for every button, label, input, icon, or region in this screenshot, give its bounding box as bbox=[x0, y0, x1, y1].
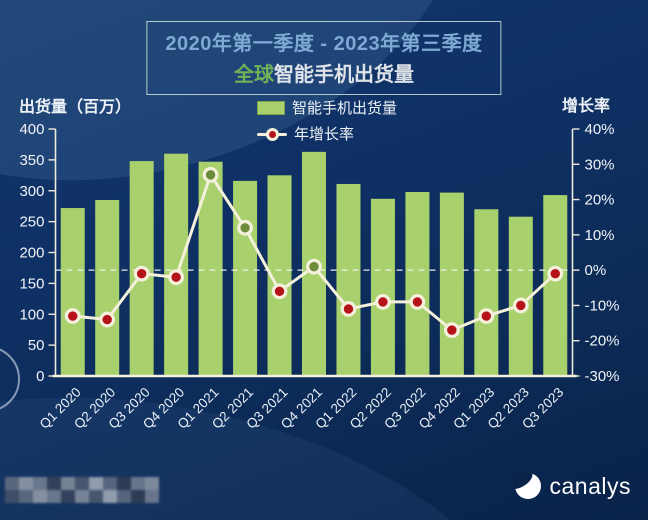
right-axis-tick-label: 0% bbox=[585, 262, 607, 279]
left-axis-title: 出货量（百万） bbox=[19, 99, 132, 116]
growth-dot-q3-2023 bbox=[547, 265, 564, 282]
legend-bar-swatch bbox=[257, 100, 285, 115]
left-axis-tick-label: 100 bbox=[19, 306, 44, 323]
growth-dot-q4-2021 bbox=[306, 258, 322, 275]
canalys-logo: canalys bbox=[513, 472, 631, 500]
left-axis-tick-label: 50 bbox=[28, 337, 45, 354]
bar-q1-2022 bbox=[336, 183, 361, 376]
growth-dot-q1-2023 bbox=[478, 308, 495, 324]
growth-dot-q3-2020 bbox=[133, 265, 150, 282]
left-axis-tick-label: 400 bbox=[19, 121, 44, 138]
growth-dot-q1-2021 bbox=[202, 166, 219, 183]
left-axis-tick-label: 0 bbox=[36, 368, 44, 385]
bar-q1-2020 bbox=[60, 208, 85, 376]
chart-legend: 智能手机出货量 年增长率 bbox=[257, 97, 397, 144]
legend-dot-icon bbox=[266, 127, 279, 141]
growth-dot-q3-2021 bbox=[271, 283, 288, 300]
right-axis-tick-label: -20% bbox=[585, 333, 620, 350]
left-axis-tick-label: 350 bbox=[19, 152, 44, 169]
growth-dot-q3-2022 bbox=[409, 294, 426, 310]
bar-q2-2022 bbox=[370, 198, 395, 376]
left-axis-tick-label: 150 bbox=[19, 275, 44, 292]
legend-item-shipments: 智能手机出货量 bbox=[257, 97, 397, 118]
legend-line-marker bbox=[257, 127, 287, 141]
left-axis-tick-label: 200 bbox=[19, 245, 44, 262]
growth-dot-q4-2022 bbox=[443, 322, 460, 339]
title-main: 全球智能手机出货量 bbox=[165, 58, 482, 87]
canalys-logo-icon bbox=[513, 472, 541, 499]
growth-dot-q1-2022 bbox=[340, 301, 357, 317]
bar-q4-2022 bbox=[439, 192, 464, 376]
bar-q2-2021 bbox=[233, 180, 258, 376]
title-date-range: 2020年第一季度 - 2023年第三季度 bbox=[165, 33, 483, 55]
title-global-highlight: 全球 bbox=[233, 64, 274, 86]
right-axis-tick-label: 20% bbox=[585, 192, 615, 209]
legend-line-label: 年增长率 bbox=[294, 126, 355, 143]
growth-dot-q2-2020 bbox=[99, 311, 116, 328]
right-axis-tick-label: -30% bbox=[585, 368, 620, 385]
growth-dot-q1-2020 bbox=[64, 308, 81, 324]
growth-dot-q2-2021 bbox=[237, 219, 253, 236]
growth-dot-q2-2022 bbox=[375, 294, 391, 310]
bar-q2-2020 bbox=[95, 200, 120, 376]
right-axis-tick-label: -10% bbox=[585, 297, 620, 314]
bar-q3-2023 bbox=[543, 195, 568, 376]
growth-dot-q2-2023 bbox=[512, 297, 529, 314]
bar-q3-2022 bbox=[405, 191, 430, 376]
growth-dot-q4-2020 bbox=[168, 269, 185, 286]
canalys-logo-text: canalys bbox=[549, 472, 631, 499]
left-axis-tick-label: 250 bbox=[19, 214, 44, 231]
title-box: 2020年第一季度 - 2023年第三季度 全球智能手机出货量 bbox=[146, 21, 502, 95]
legend-bar-label: 智能手机出货量 bbox=[292, 100, 398, 117]
blurred-watermark bbox=[5, 477, 159, 503]
right-axis-title: 增长率 bbox=[561, 98, 610, 115]
right-axis-tick-label: 40% bbox=[585, 121, 615, 138]
bar-q1-2021 bbox=[198, 161, 223, 376]
title-main-rest: 智能手机出货量 bbox=[273, 64, 414, 86]
bar-q4-2020 bbox=[164, 153, 189, 376]
left-axis-tick-label: 300 bbox=[19, 183, 44, 200]
right-axis-tick-label: 30% bbox=[585, 156, 615, 173]
legend-item-growth: 年增长率 bbox=[257, 123, 397, 144]
right-axis-tick-label: 10% bbox=[585, 227, 615, 244]
bar-q1-2023 bbox=[474, 209, 499, 376]
